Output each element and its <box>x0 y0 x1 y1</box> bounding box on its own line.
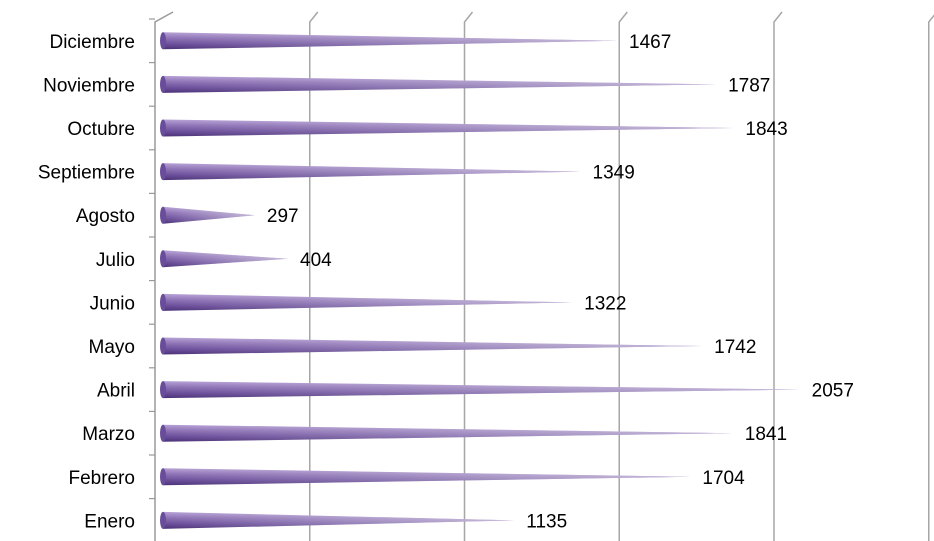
category-label: Septiembre <box>38 163 135 184</box>
cone-bar-highlight <box>163 206 255 224</box>
data-label: 1135 <box>526 511 567 532</box>
data-label: 1349 <box>593 163 635 184</box>
category-label: Agosto <box>76 206 135 227</box>
cone-bar-base <box>160 32 166 50</box>
data-label: 1322 <box>584 293 626 314</box>
data-label: 297 <box>267 206 299 227</box>
cone-bar-highlight <box>163 250 289 268</box>
category-label: Julio <box>96 250 135 271</box>
cone-bar-base <box>160 424 166 442</box>
cone-bar-base <box>160 206 166 224</box>
gridline <box>928 14 934 541</box>
cone-bar-base <box>160 337 166 355</box>
gridline <box>463 11 474 541</box>
category-label: Noviembre <box>43 75 135 96</box>
gridlines <box>309 11 934 541</box>
cone-bar-highlight <box>163 163 581 181</box>
data-label: 404 <box>300 250 332 271</box>
cone-bar-base <box>160 250 166 268</box>
cone-bar-highlight <box>163 511 515 529</box>
cone-bar-highlight <box>163 424 733 442</box>
cone-bar-base <box>160 511 166 529</box>
gridline <box>773 11 783 541</box>
category-labels: Enero Febrero Marzo Abril Mayo Junio Julio Agos… <box>38 32 135 533</box>
data-label: 1841 <box>745 424 787 445</box>
data-label: 1742 <box>714 337 756 358</box>
cone-bar-base <box>160 163 166 181</box>
cone-bar-base <box>160 468 166 486</box>
category-label: Junio <box>90 293 135 314</box>
cone-bar-highlight <box>163 381 800 399</box>
data-label: 1704 <box>702 468 745 489</box>
category-label: Abril <box>97 381 135 402</box>
cone-bar-base <box>160 381 166 399</box>
data-label: 1843 <box>745 119 787 140</box>
cone-bar-base <box>160 119 166 137</box>
category-label: Octubre <box>67 119 135 140</box>
cone-bar-base <box>160 75 166 93</box>
cone-bar-highlight <box>163 293 573 311</box>
data-label: 2057 <box>812 381 854 402</box>
cone-bar-highlight <box>163 32 618 50</box>
cone-bar-highlight <box>163 119 734 137</box>
category-label: Diciembre <box>49 32 135 53</box>
category-label: Mayo <box>89 337 135 358</box>
bars <box>160 32 800 529</box>
gridline <box>618 11 628 541</box>
cone-bar-highlight <box>163 468 691 486</box>
data-label: 1467 <box>629 32 671 53</box>
cone-bar-highlight <box>163 75 717 93</box>
category-label: Marzo <box>82 424 135 445</box>
category-label: Enero <box>84 511 135 532</box>
cone-bar-base <box>160 293 166 311</box>
gridline <box>309 11 319 541</box>
data-labels: 1135 1704 1841 2057 1742 1322 404 297 1349 1843 17… <box>267 32 854 533</box>
category-axis <box>149 11 174 541</box>
data-label: 1787 <box>728 75 770 96</box>
category-label: Febrero <box>68 468 135 489</box>
cone-bar-highlight <box>163 337 703 355</box>
